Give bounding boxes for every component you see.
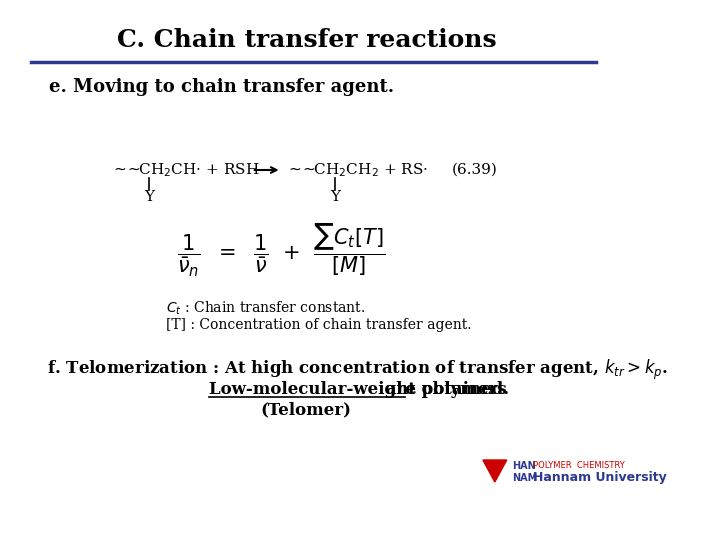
Text: $\sim\!\!\sim\!\!$CH$_2$CH$\cdot$ + RSH: $\sim\!\!\sim\!\!$CH$_2$CH$\cdot$ + RSH bbox=[111, 161, 259, 179]
Text: Y: Y bbox=[144, 190, 154, 204]
Text: [T] : Concentration of chain transfer agent.: [T] : Concentration of chain transfer ag… bbox=[166, 318, 472, 332]
Polygon shape bbox=[483, 460, 507, 482]
Text: f. Telomerization : At high concentration of transfer agent, $k_{tr}>k_p$.: f. Telomerization : At high concentratio… bbox=[47, 358, 668, 382]
Text: e. Moving to chain transfer agent.: e. Moving to chain transfer agent. bbox=[50, 78, 395, 96]
Text: HAN: HAN bbox=[512, 461, 536, 471]
Text: NAM: NAM bbox=[512, 473, 537, 483]
Text: $\dfrac{1}{\bar{\nu}_n}$  $=$  $\dfrac{1}{\bar{\nu}}$  $+$  $\dfrac{\sum C_t[T]}: $\dfrac{1}{\bar{\nu}_n}$ $=$ $\dfrac{1}{… bbox=[177, 221, 386, 279]
Text: (Telomer): (Telomer) bbox=[260, 402, 351, 418]
Text: Y: Y bbox=[330, 190, 341, 204]
Text: $C_t$ : Chain transfer constant.: $C_t$ : Chain transfer constant. bbox=[166, 299, 366, 316]
Text: C. Chain transfer reactions: C. Chain transfer reactions bbox=[117, 28, 497, 52]
Text: (6.39): (6.39) bbox=[452, 163, 498, 177]
Text: $\sim\!\!\sim\!\!$CH$_2$CH$_2$ + RS$\cdot$: $\sim\!\!\sim\!\!$CH$_2$CH$_2$ + RS$\cdo… bbox=[286, 161, 428, 179]
Text: are obtained.: are obtained. bbox=[379, 381, 509, 399]
Text: Hannam University: Hannam University bbox=[534, 471, 667, 484]
Text: Low-molecular-weight polymers: Low-molecular-weight polymers bbox=[209, 381, 507, 399]
Text: POLYMER  CHEMISTRY: POLYMER CHEMISTRY bbox=[534, 462, 625, 470]
